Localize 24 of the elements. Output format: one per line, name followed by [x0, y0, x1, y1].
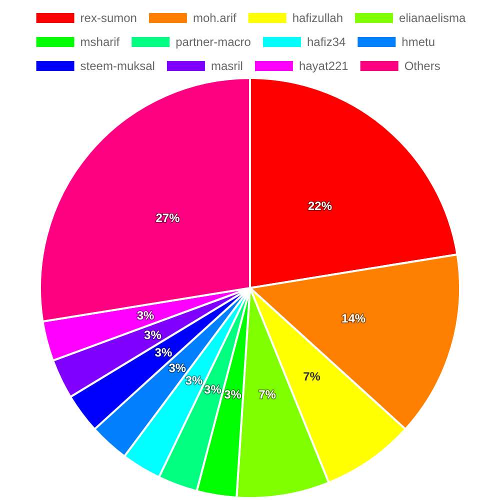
- data-label: 3%: [136, 308, 155, 322]
- data-label: 3%: [185, 373, 204, 388]
- legend-label: moh.arif: [192, 11, 237, 25]
- data-label: 3%: [168, 360, 186, 375]
- data-label: 14%: [342, 312, 366, 326]
- legend-label: msharif: [80, 35, 120, 49]
- legend-label: steem-muksal: [80, 59, 155, 73]
- data-label: 27%: [156, 210, 180, 225]
- data-label: 3%: [204, 382, 222, 396]
- legend-label: Others: [404, 59, 440, 73]
- data-label: 3%: [224, 388, 242, 402]
- legend-label: rex-sumon: [80, 11, 137, 25]
- legend-label: partner-macro: [176, 35, 252, 49]
- legend-label: hmetu: [402, 35, 436, 49]
- legend-label: hafiz34: [306, 35, 346, 49]
- data-label: 7%: [303, 370, 321, 384]
- legend-label: elianaelisma: [399, 11, 466, 25]
- data-label: 22%: [308, 198, 332, 213]
- data-label: 3%: [154, 346, 172, 360]
- data-label: 7%: [258, 388, 276, 402]
- legend-label: masril: [210, 59, 243, 73]
- data-label: 3%: [144, 328, 162, 342]
- legend-label: hafizullah: [292, 11, 344, 25]
- legend-label: hayat221: [298, 59, 349, 73]
